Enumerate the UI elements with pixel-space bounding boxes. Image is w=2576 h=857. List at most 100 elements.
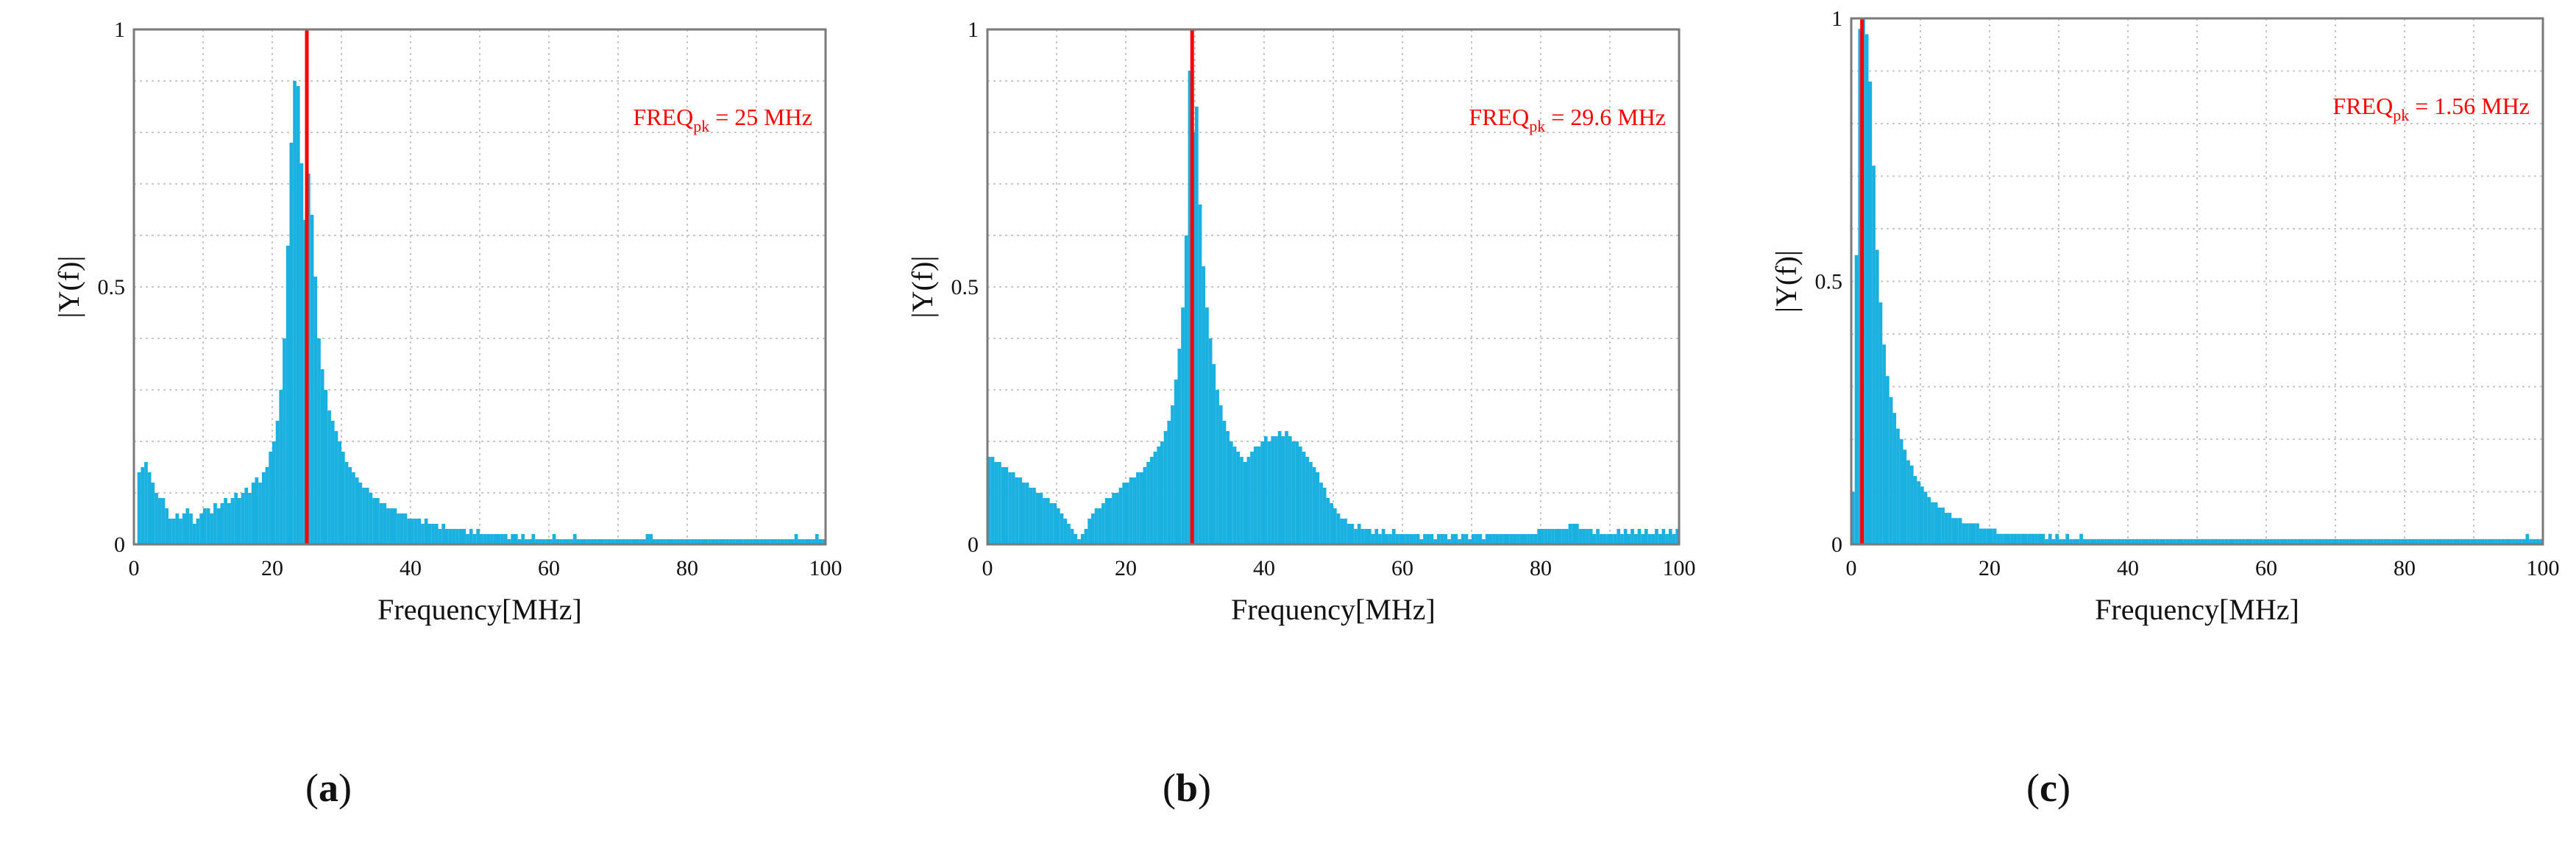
histogram-bar	[1872, 166, 1876, 544]
histogram-bar	[1381, 529, 1385, 544]
histogram-bar	[2259, 538, 2263, 544]
histogram-bar	[2466, 538, 2471, 544]
histogram-bar	[1927, 497, 1931, 544]
histogram-bar	[656, 539, 660, 544]
histogram-bar	[2255, 538, 2260, 544]
histogram-bar	[1015, 477, 1019, 544]
histogram-bar	[645, 534, 650, 544]
histogram-bar	[334, 431, 338, 544]
panel-caption-a: (a)	[305, 766, 352, 810]
histogram-bar	[2477, 538, 2481, 544]
histogram-bar	[192, 524, 196, 544]
histogram-bar	[2055, 533, 2059, 544]
histogram-bar	[2318, 538, 2322, 544]
x-tick-label: 80	[1530, 556, 1552, 580]
histogram-bar	[1271, 436, 1275, 544]
histogram-bar	[2128, 538, 2132, 544]
plot-area	[1851, 18, 2543, 544]
histogram-bar	[2207, 538, 2211, 544]
histogram-bar	[1049, 503, 1054, 544]
histogram-bar	[818, 539, 823, 544]
histogram-bar	[1205, 307, 1209, 544]
histogram-bar	[801, 539, 805, 544]
histogram-bar	[497, 534, 501, 544]
x-axis-label: Frequency[MHz]	[377, 593, 582, 626]
histogram-bar	[549, 539, 553, 544]
histogram-bar	[542, 539, 546, 544]
histogram-bar	[1620, 534, 1624, 544]
histogram-bar	[1603, 534, 1607, 544]
histogram-bar	[1319, 483, 1323, 544]
histogram-bar	[2121, 538, 2125, 544]
histogram-bar	[1934, 502, 1938, 544]
y-tick-label: 0.5	[1815, 270, 1843, 294]
histogram-bar	[1450, 534, 1455, 544]
histogram-bar	[1906, 460, 1910, 544]
histogram-bar	[2411, 538, 2416, 544]
histogram-bar	[1230, 441, 1233, 544]
histogram-bar	[2397, 538, 2402, 544]
panel-caption-b: (b)	[1163, 766, 1212, 810]
histogram-bar	[2432, 538, 2436, 544]
histogram-bar	[2297, 538, 2301, 544]
histogram-bar	[2020, 533, 2024, 544]
chart-panel-b: 0 20 40 60 80 100 0 0.5 1 Frequency[MHz] |Y(f)| FRE…	[859, 0, 1717, 857]
histogram-bar	[203, 508, 207, 544]
histogram-bar	[1029, 488, 1033, 544]
y-tick-label: 0	[114, 533, 125, 557]
histogram-bar	[1274, 436, 1278, 544]
histogram-bar	[787, 539, 791, 544]
histogram-bar	[296, 86, 300, 544]
histogram-bar	[483, 534, 487, 544]
histogram-bar	[1533, 534, 1538, 544]
histogram-bar	[2082, 538, 2087, 544]
histogram-bar	[490, 534, 494, 544]
histogram-bar	[607, 539, 611, 544]
histogram-bar	[511, 534, 514, 544]
histogram-bar	[2238, 538, 2243, 544]
histogram-bar	[2373, 538, 2377, 544]
histogram-bar	[2151, 538, 2156, 544]
histogram-bar	[189, 513, 193, 544]
histogram-bar	[514, 534, 518, 544]
histogram-bar	[987, 457, 991, 544]
histogram-bar	[663, 539, 667, 544]
histogram-bar	[1613, 534, 1617, 544]
y-tick-label: 1	[114, 18, 125, 42]
histogram-bar	[2335, 538, 2339, 544]
histogram-bar	[1008, 472, 1012, 544]
chart-c-svg: 0 20 40 60 80 100 0 0.5 1 Frequency[MHz] |Y(f)| FRE…	[1770, 7, 2560, 626]
histogram-bar	[1091, 513, 1095, 544]
y-axis-label: |Y(f)|	[906, 256, 939, 319]
histogram-bar	[434, 524, 439, 544]
x-tick-label: 0	[982, 556, 993, 580]
histogram-bar	[2273, 538, 2277, 544]
histogram-bar	[365, 488, 369, 544]
histogram-bar	[1864, 34, 1869, 544]
histogram-bar	[1309, 462, 1313, 544]
histogram-bar	[1001, 467, 1005, 544]
histogram-bar	[562, 539, 567, 544]
histogram-bar	[1139, 472, 1143, 544]
histogram-bar	[2301, 538, 2304, 544]
histogram-bar	[1077, 539, 1081, 544]
histogram-bar	[1972, 523, 1976, 544]
histogram-bar	[1917, 481, 1920, 544]
histogram-bar	[1057, 508, 1060, 544]
histogram-bar	[1909, 465, 1914, 544]
histogram-bar	[784, 539, 788, 544]
histogram-bar	[1472, 534, 1475, 544]
histogram-bar	[1402, 534, 1406, 544]
histogram-bar	[631, 539, 636, 544]
y-tick-label: 1	[1831, 7, 1842, 31]
histogram-bar	[386, 508, 390, 544]
histogram-bar	[618, 539, 622, 544]
histogram-bar	[1931, 502, 1934, 544]
histogram-bar	[248, 493, 252, 544]
histogram-bar	[476, 529, 480, 544]
histogram-bar	[2449, 538, 2453, 544]
histogram-bar	[777, 539, 781, 544]
histogram-bar	[1360, 529, 1365, 544]
histogram-bar	[1108, 498, 1113, 544]
histogram-bar	[611, 539, 615, 544]
